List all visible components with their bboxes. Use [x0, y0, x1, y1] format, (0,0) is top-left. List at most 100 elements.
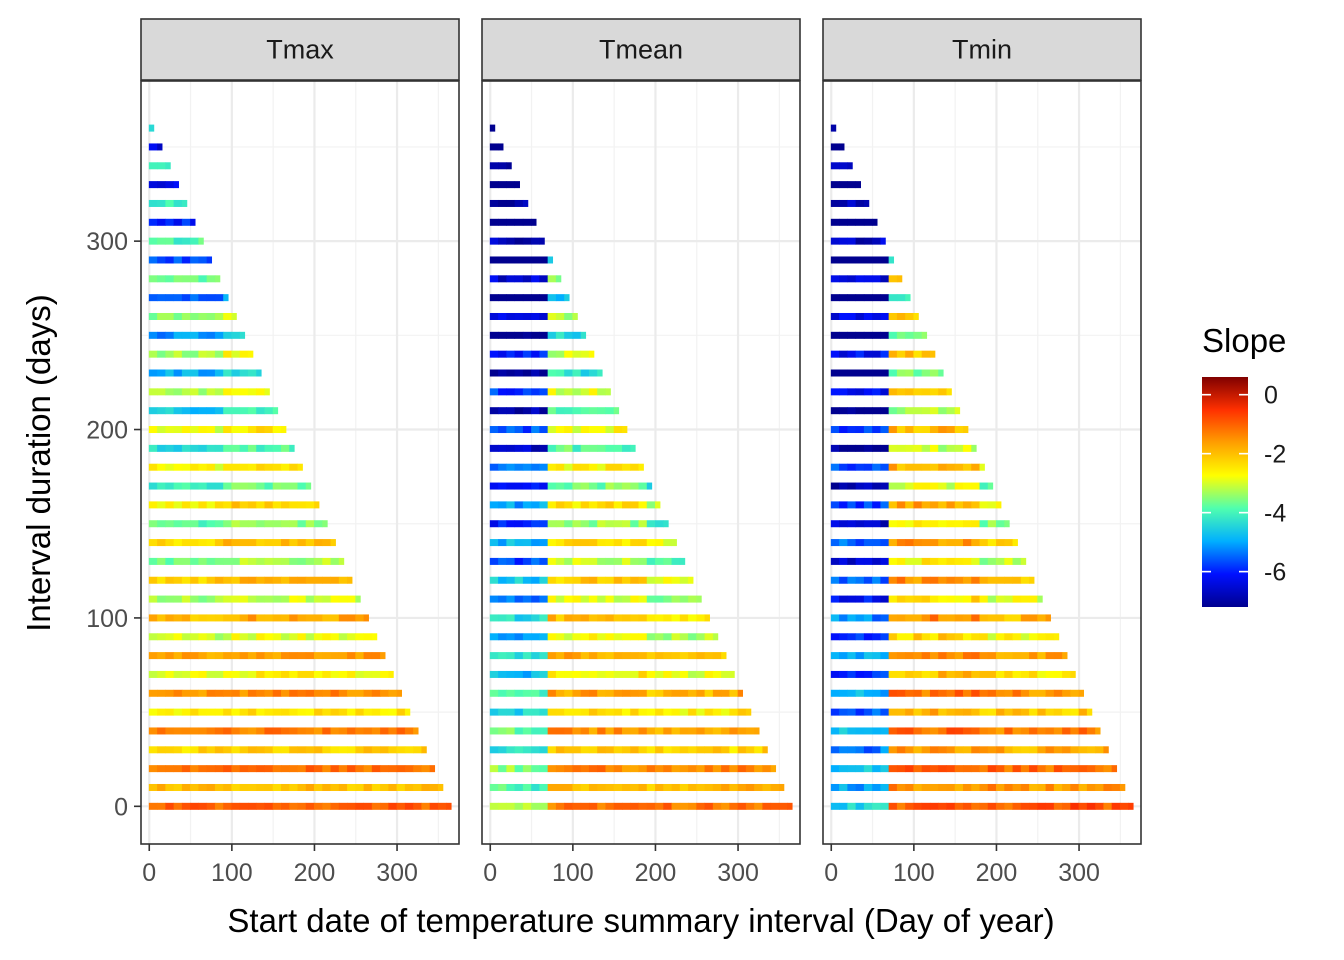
heatmap-cell	[371, 633, 378, 641]
heatmap-cell	[663, 670, 672, 678]
heatmap-cell	[921, 388, 931, 396]
heatmap-cell	[380, 727, 389, 735]
heatmap-cells-tmean	[489, 124, 793, 810]
heatmap-cell	[979, 783, 989, 791]
heatmap-cell	[588, 520, 598, 528]
heatmap-cell	[198, 802, 208, 810]
heatmap-cell	[330, 802, 340, 810]
heatmap-cell	[289, 802, 298, 810]
heatmap-cell	[413, 727, 419, 735]
heatmap-cell	[721, 670, 730, 678]
heatmap-cell	[531, 539, 540, 547]
heatmap-cell	[1004, 746, 1013, 754]
heatmap-cell	[712, 746, 722, 754]
heatmap-cell	[239, 520, 249, 528]
heatmap-cell	[946, 727, 956, 735]
heatmap-cell	[522, 520, 532, 528]
heatmap-cell	[181, 802, 191, 810]
heatmap-cell	[580, 689, 590, 697]
heatmap-cell	[429, 783, 439, 791]
heatmap-cell	[655, 633, 664, 641]
heatmap-cell	[514, 350, 524, 358]
heatmap-cell	[580, 331, 587, 339]
heatmap-cell	[338, 802, 348, 810]
heatmap-cell	[347, 652, 356, 660]
heatmap-cell	[256, 802, 265, 810]
heatmap-cell	[971, 708, 980, 716]
heatmap-cell	[588, 727, 598, 735]
heatmap-cell	[872, 539, 881, 547]
heatmap-cell	[272, 614, 282, 622]
heatmap-cell	[404, 765, 414, 773]
heatmap-cell	[1020, 802, 1030, 810]
y-tick-label: 300	[86, 228, 128, 256]
heatmap-cell	[446, 802, 452, 810]
heatmap-cell	[888, 407, 898, 415]
heatmap-cell	[231, 727, 241, 735]
heatmap-cell	[572, 708, 582, 716]
heatmap-cell	[896, 501, 906, 509]
heatmap-cell	[297, 482, 307, 490]
heatmap-cell	[231, 746, 241, 754]
heatmap-cell	[1020, 557, 1027, 565]
heatmap-cell	[223, 727, 232, 735]
heatmap-cell	[663, 652, 672, 660]
heatmap-cell	[1045, 765, 1055, 773]
heatmap-cell	[671, 765, 681, 773]
heatmap-cell	[963, 689, 972, 697]
heatmap-cell	[1078, 727, 1088, 735]
heatmap-cell	[239, 426, 249, 434]
heatmap-cell	[173, 482, 183, 490]
heatmap-cell	[231, 501, 241, 509]
heatmap-cell	[597, 652, 606, 660]
heatmap-cell	[214, 350, 224, 358]
heatmap-cell	[847, 501, 857, 509]
heatmap-cell	[522, 539, 532, 547]
heatmap-cell	[613, 501, 623, 509]
heatmap-cell	[1103, 746, 1109, 754]
heatmap-cell	[704, 746, 714, 754]
heatmap-cell	[888, 652, 898, 660]
heatmap-cell	[165, 294, 175, 302]
heatmap-cell	[157, 783, 166, 791]
heatmap-cell	[214, 670, 224, 678]
heatmap-cell	[971, 633, 980, 641]
heatmap-cell	[564, 765, 573, 773]
heatmap-cell	[396, 727, 406, 735]
heatmap-cell	[946, 444, 956, 452]
heatmap-cell	[830, 689, 840, 697]
heatmap-cell	[839, 708, 848, 716]
heatmap-cell	[921, 783, 931, 791]
heatmap-cell	[630, 746, 639, 754]
heatmap-cell	[223, 444, 232, 452]
heatmap-cell	[896, 576, 906, 584]
heatmap-cell	[231, 539, 241, 547]
heatmap-cell	[605, 727, 615, 735]
heatmap-cell	[847, 633, 857, 641]
heatmap-cell	[679, 595, 689, 603]
heatmap-cell	[190, 294, 199, 302]
heatmap-cell	[572, 444, 582, 452]
heatmap-cell	[223, 765, 232, 773]
heatmap-cell	[206, 652, 216, 660]
heatmap-cell	[1103, 802, 1113, 810]
heatmap-cell	[256, 670, 265, 678]
heatmap-cell	[954, 539, 964, 547]
heatmap-cell	[181, 482, 191, 490]
heatmap-cell	[190, 482, 199, 490]
heatmap-cell	[305, 783, 315, 791]
heatmap-cell	[847, 218, 857, 226]
heatmap-cell	[580, 783, 590, 791]
heatmap-cell	[1070, 802, 1080, 810]
heatmap-cell	[355, 614, 364, 622]
heatmap-cell	[1078, 765, 1088, 773]
heatmap-cell	[580, 652, 590, 660]
heatmap-cell	[721, 652, 727, 660]
heatmap-cell	[297, 727, 307, 735]
heatmap-cell	[896, 482, 906, 490]
heatmap-cell	[206, 369, 216, 377]
heatmap-cell	[173, 802, 183, 810]
heatmap-cell	[190, 557, 199, 565]
heatmap-cell	[830, 652, 840, 660]
heatmap-cell	[954, 708, 964, 716]
